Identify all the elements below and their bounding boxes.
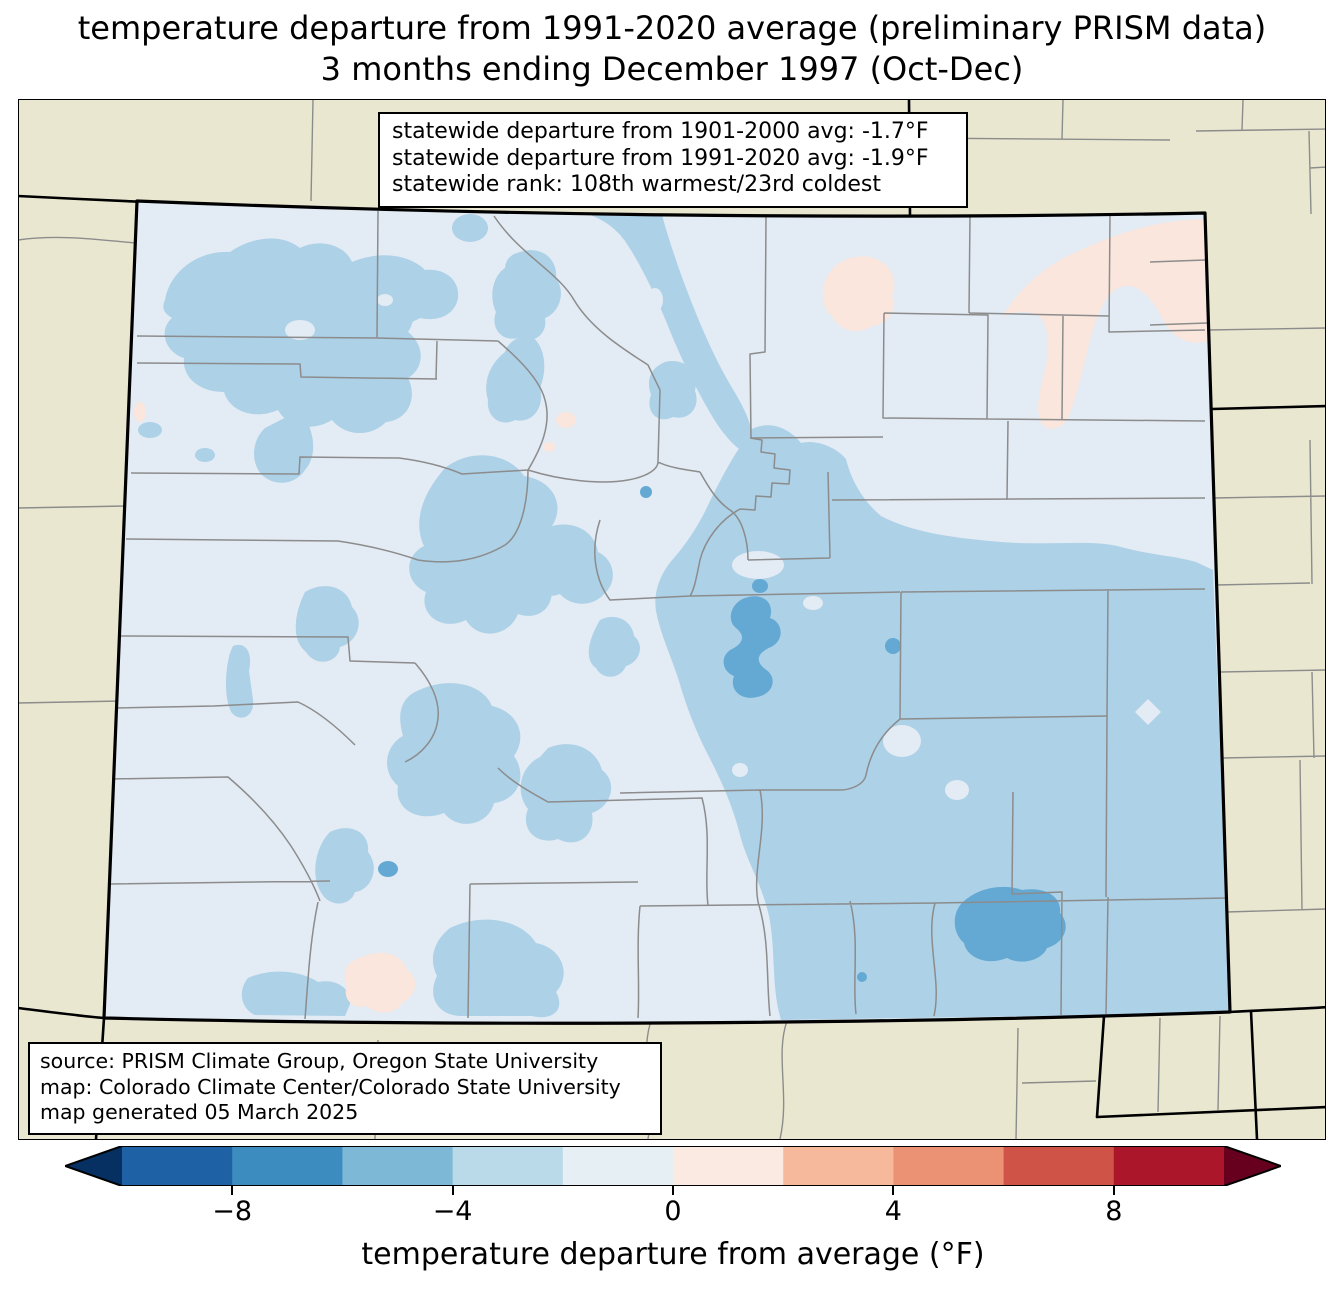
colorbar-tick-label: 0 <box>664 1196 682 1227</box>
anomaly-regions-0-to-plus2 <box>134 219 1230 1013</box>
colorbar-tick-mark <box>892 1186 895 1195</box>
anomaly-regions-minus4-to-minus6 <box>378 486 1066 982</box>
colorbar-segment <box>342 1146 454 1186</box>
stats-line-1991-2020: statewide departure from 1991-2020 avg: … <box>392 145 929 171</box>
colorbar-axis-label: temperature departure from average (°F) <box>361 1237 985 1272</box>
figure-title-line1: temperature departure from 1991-2020 ave… <box>77 9 1267 47</box>
colorbar-tick-mark <box>1112 1186 1115 1195</box>
anomaly-regions-minus2-to-minus4 <box>138 213 1229 1020</box>
colorbar-segment <box>122 1146 233 1186</box>
figure-title-line2: 3 months ending December 1997 (Oct-Dec) <box>320 50 1024 88</box>
colorbar-under-arrow <box>65 1146 122 1186</box>
generated-date-line: map generated 05 March 2025 <box>40 1100 359 1124</box>
colorbar-over-arrow <box>1224 1146 1281 1186</box>
source-box: source: PRISM Climate Group, Oregon Stat… <box>28 1042 662 1135</box>
colorado-state-border <box>102 199 1232 1025</box>
colorbar-tick-mark <box>451 1186 454 1195</box>
colorbar-segment <box>783 1146 894 1186</box>
colorbar-tick-label: −8 <box>212 1196 253 1227</box>
colorbar-segment <box>1003 1146 1115 1186</box>
stats-line-1901-2000: statewide departure from 1901-2000 avg: … <box>392 119 929 144</box>
colorbar-tick-labels: −8 −4 0 4 8 <box>122 1196 1224 1230</box>
figure-title: temperature departure from 1991-2020 ave… <box>0 8 1344 90</box>
colorbar-tick-label: −4 <box>432 1196 473 1227</box>
statewide-stats-box: statewide departure from 1901-2000 avg: … <box>378 112 968 208</box>
colorbar-segment <box>673 1146 784 1186</box>
stats-line-rank: statewide rank: 108th warmest/23rd colde… <box>392 172 881 197</box>
anomaly-holes-0-to-minus2 <box>285 288 1161 800</box>
colorbar-segment <box>562 1146 674 1186</box>
colorbar-segment <box>1113 1146 1225 1186</box>
colorado-anomaly-map <box>18 99 1326 1140</box>
colorbar-tick-mark <box>231 1186 234 1195</box>
colorbar-segment <box>452 1146 564 1186</box>
map-credit-line: map: Colorado Climate Center/Colorado St… <box>40 1074 621 1099</box>
colorbar-segment <box>893 1146 1005 1186</box>
colorbar-tick-label: 8 <box>1105 1196 1123 1227</box>
colorbar-segments <box>122 1146 1225 1186</box>
colorbar-svg <box>65 1146 1281 1186</box>
county-lines <box>106 210 1229 1020</box>
colorbar-ticks <box>122 1186 1224 1195</box>
colorbar-tick-label: 4 <box>884 1196 902 1227</box>
colorbar <box>65 1146 1281 1186</box>
colorbar-segment <box>232 1146 343 1186</box>
colorbar-tick-mark <box>672 1186 674 1195</box>
source-line: source: PRISM Climate Group, Oregon Stat… <box>40 1049 599 1073</box>
